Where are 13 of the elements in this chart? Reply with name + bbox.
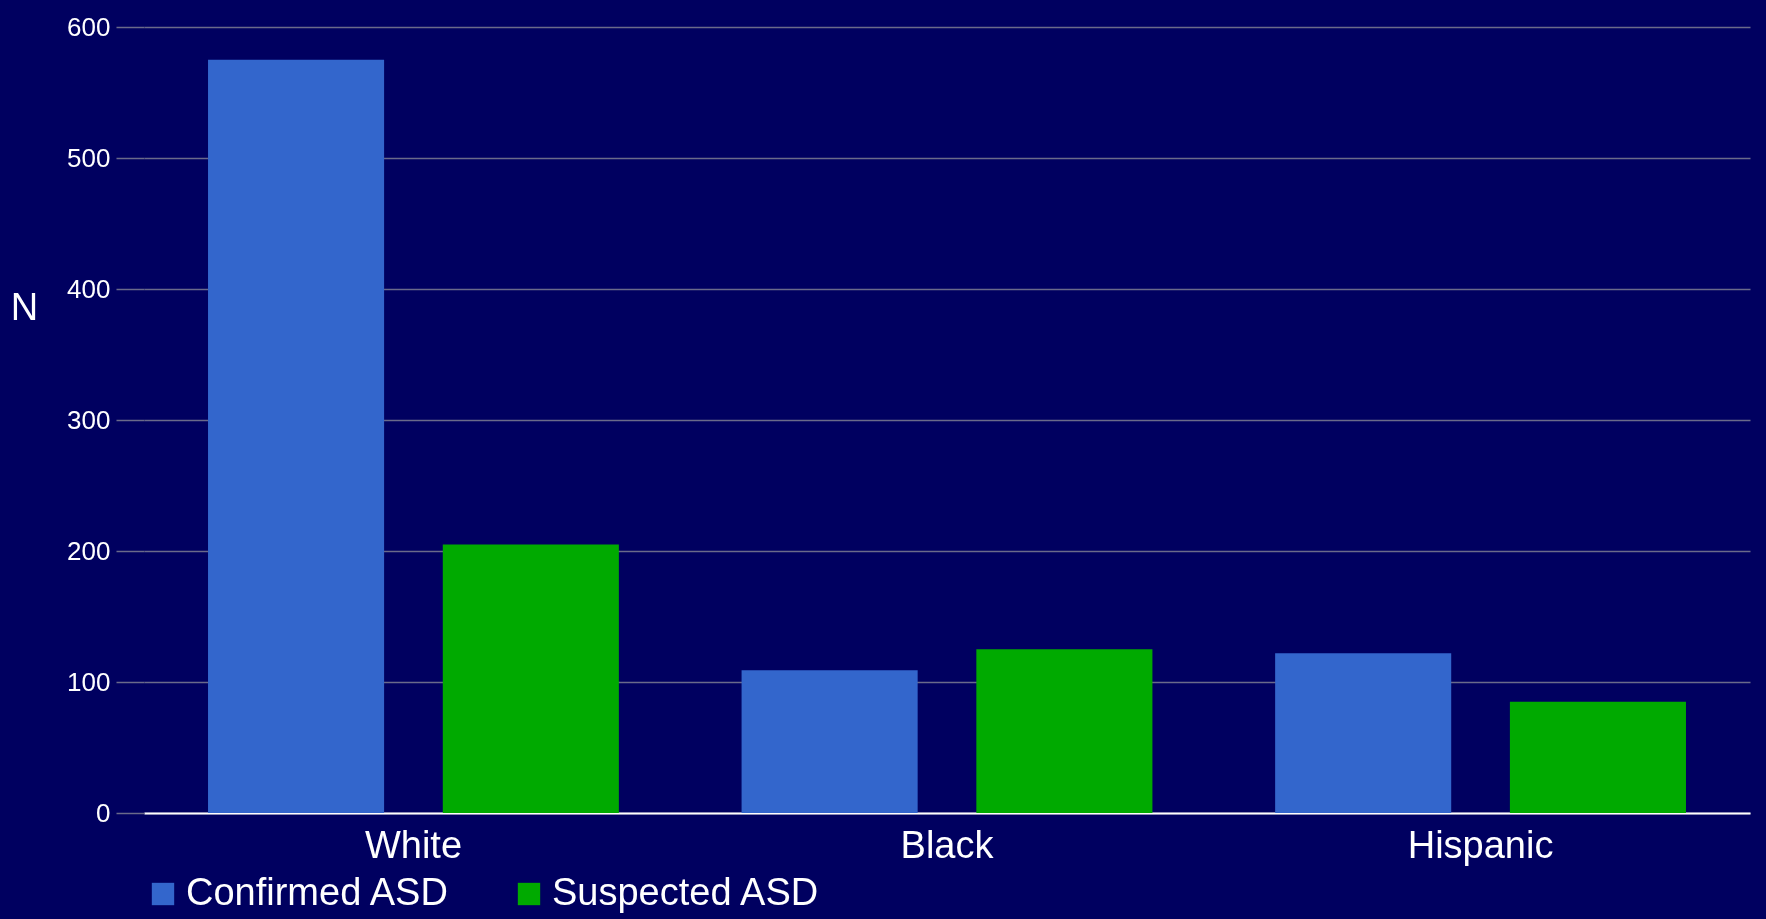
x-tick-label: Black [900,823,995,866]
x-tick-label: Hispanic [1407,823,1554,866]
y-tick-label: 400 [67,273,111,304]
y-tick-label: 100 [67,666,111,697]
y-tick-label: 200 [67,535,111,566]
y-tick-label: 600 [67,11,111,42]
y-axis-title: N [10,285,39,328]
y-tick-label: 0 [96,797,111,828]
y-tick-label: 300 [67,404,111,435]
x-tick-label: White [364,823,463,866]
y-tick-label: 500 [67,142,111,173]
legend-label: Confirmed ASD [186,871,448,913]
legend-label: Suspected ASD [552,871,819,913]
